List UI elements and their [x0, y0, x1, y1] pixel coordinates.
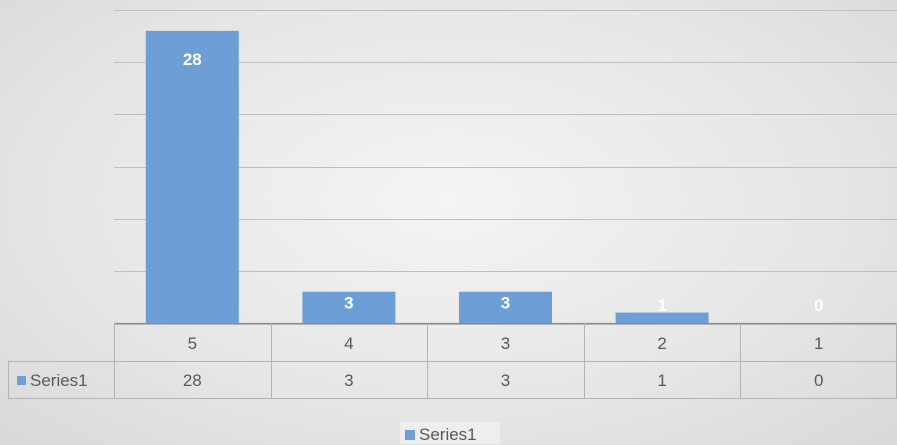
data-label: 0 — [814, 296, 823, 315]
category-label: 4 — [344, 334, 353, 353]
series-name-label: Series1 — [30, 371, 88, 390]
category-label: 3 — [501, 334, 510, 353]
data-label: 3 — [501, 294, 510, 313]
table-value: 28 — [183, 371, 202, 390]
gridlines — [114, 10, 897, 325]
table-value: 0 — [814, 371, 823, 390]
bar — [459, 291, 552, 323]
data-label: 28 — [183, 50, 202, 69]
table-value: 1 — [657, 371, 666, 390]
table-value: 3 — [344, 371, 353, 390]
bar — [145, 30, 239, 323]
data-label: 1 — [657, 296, 666, 315]
category-label: 1 — [814, 334, 823, 353]
data-labels: 28 3 3 1 0 — [183, 50, 824, 315]
table-value: 3 — [501, 371, 510, 390]
category-label: 5 — [188, 334, 197, 353]
legend-box — [400, 422, 500, 444]
legend-swatch — [405, 430, 415, 440]
data-table: 5 4 3 2 1 Series1 28 3 3 1 0 — [8, 323, 897, 399]
legend-key-swatch — [17, 376, 26, 385]
legend-label: Series1 — [419, 425, 477, 444]
bar — [615, 312, 709, 323]
data-label: 3 — [344, 294, 353, 313]
legend: Series1 — [400, 422, 500, 444]
bar — [302, 291, 396, 323]
category-label: 2 — [657, 334, 666, 353]
bars — [145, 30, 709, 323]
